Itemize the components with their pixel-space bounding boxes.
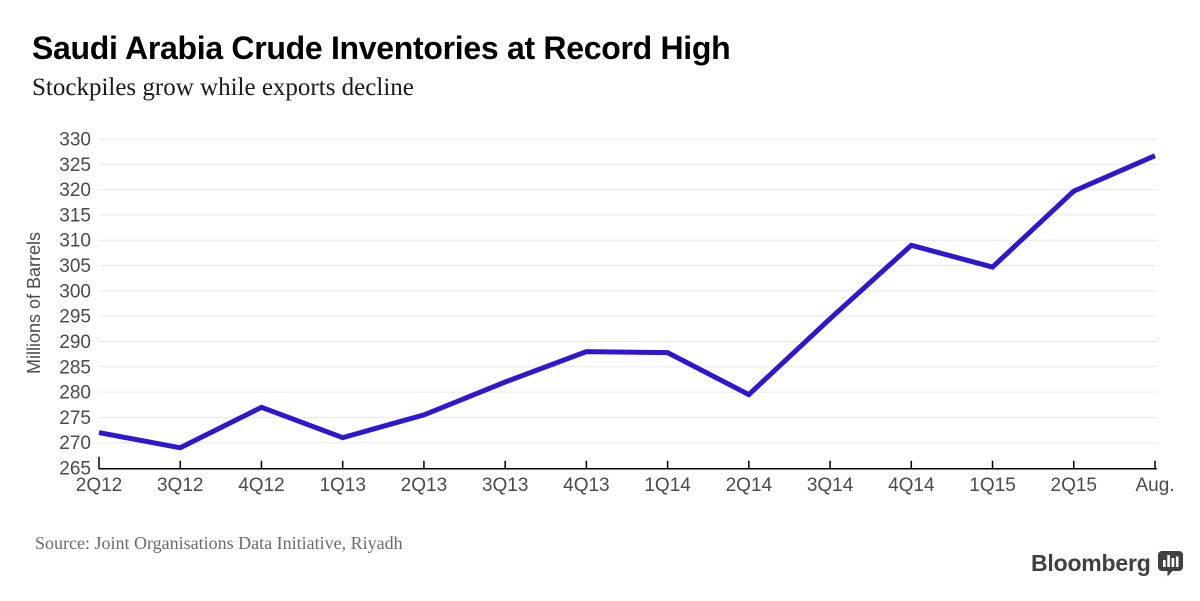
x-tick-label: 2Q12 (76, 475, 122, 496)
x-tick-label: 3Q13 (482, 475, 528, 496)
y-tick-label: 295 (59, 307, 91, 328)
bloomberg-wordmark: Bloomberg (1031, 549, 1151, 576)
x-tick-label: 1Q14 (644, 475, 691, 496)
y-tick-label: 275 (59, 408, 91, 429)
y-tick-label: 270 (59, 433, 91, 454)
y-axis-title: Millions of Barrels (24, 232, 44, 374)
x-tick-label: 3Q12 (157, 475, 203, 496)
source-note: Source: Joint Organisations Data Initiat… (35, 533, 403, 553)
y-tick-label: 320 (59, 180, 91, 201)
inventory-line-series (98, 153, 1156, 451)
chart-title: Saudi Arabia Crude Inventories at Record… (32, 30, 731, 66)
x-tick-label: 3Q14 (807, 475, 854, 496)
y-tick-label: 310 (59, 231, 91, 252)
x-tick-label: 2Q14 (726, 475, 773, 496)
x-tick-label: 2Q15 (1051, 475, 1097, 496)
data-series (98, 153, 1156, 451)
y-tick-label: 330 (59, 130, 91, 151)
gridlines (99, 138, 1157, 444)
x-tick-label: 4Q14 (888, 475, 935, 496)
y-tick-label: 265 (59, 459, 91, 480)
x-tick-label: 2Q13 (401, 475, 447, 496)
y-tick-label: 315 (59, 205, 91, 226)
x-tick-label: 4Q13 (563, 475, 609, 496)
x-tick-label: 1Q15 (969, 475, 1015, 496)
y-tick-label: 280 (59, 383, 91, 404)
y-tick-label: 305 (59, 256, 91, 277)
y-tick-label: 300 (59, 281, 91, 302)
x-tick-label: 1Q13 (319, 475, 365, 496)
y-tick-label: 285 (59, 357, 91, 378)
chart-subtitle: Stockpiles grow while exports decline (32, 74, 414, 101)
axes: 265 270 275 280 285 290 295 300 305 310 315 320 325 3… (59, 130, 1174, 497)
bloomberg-terminal-icon (1157, 551, 1183, 577)
y-tick-label: 325 (59, 155, 91, 176)
x-tick-label: Aug. (1135, 475, 1174, 496)
x-tick-label: 4Q12 (238, 475, 284, 496)
bloomberg-logo: Bloomberg (1031, 549, 1183, 577)
y-tick-label: 290 (59, 332, 91, 353)
